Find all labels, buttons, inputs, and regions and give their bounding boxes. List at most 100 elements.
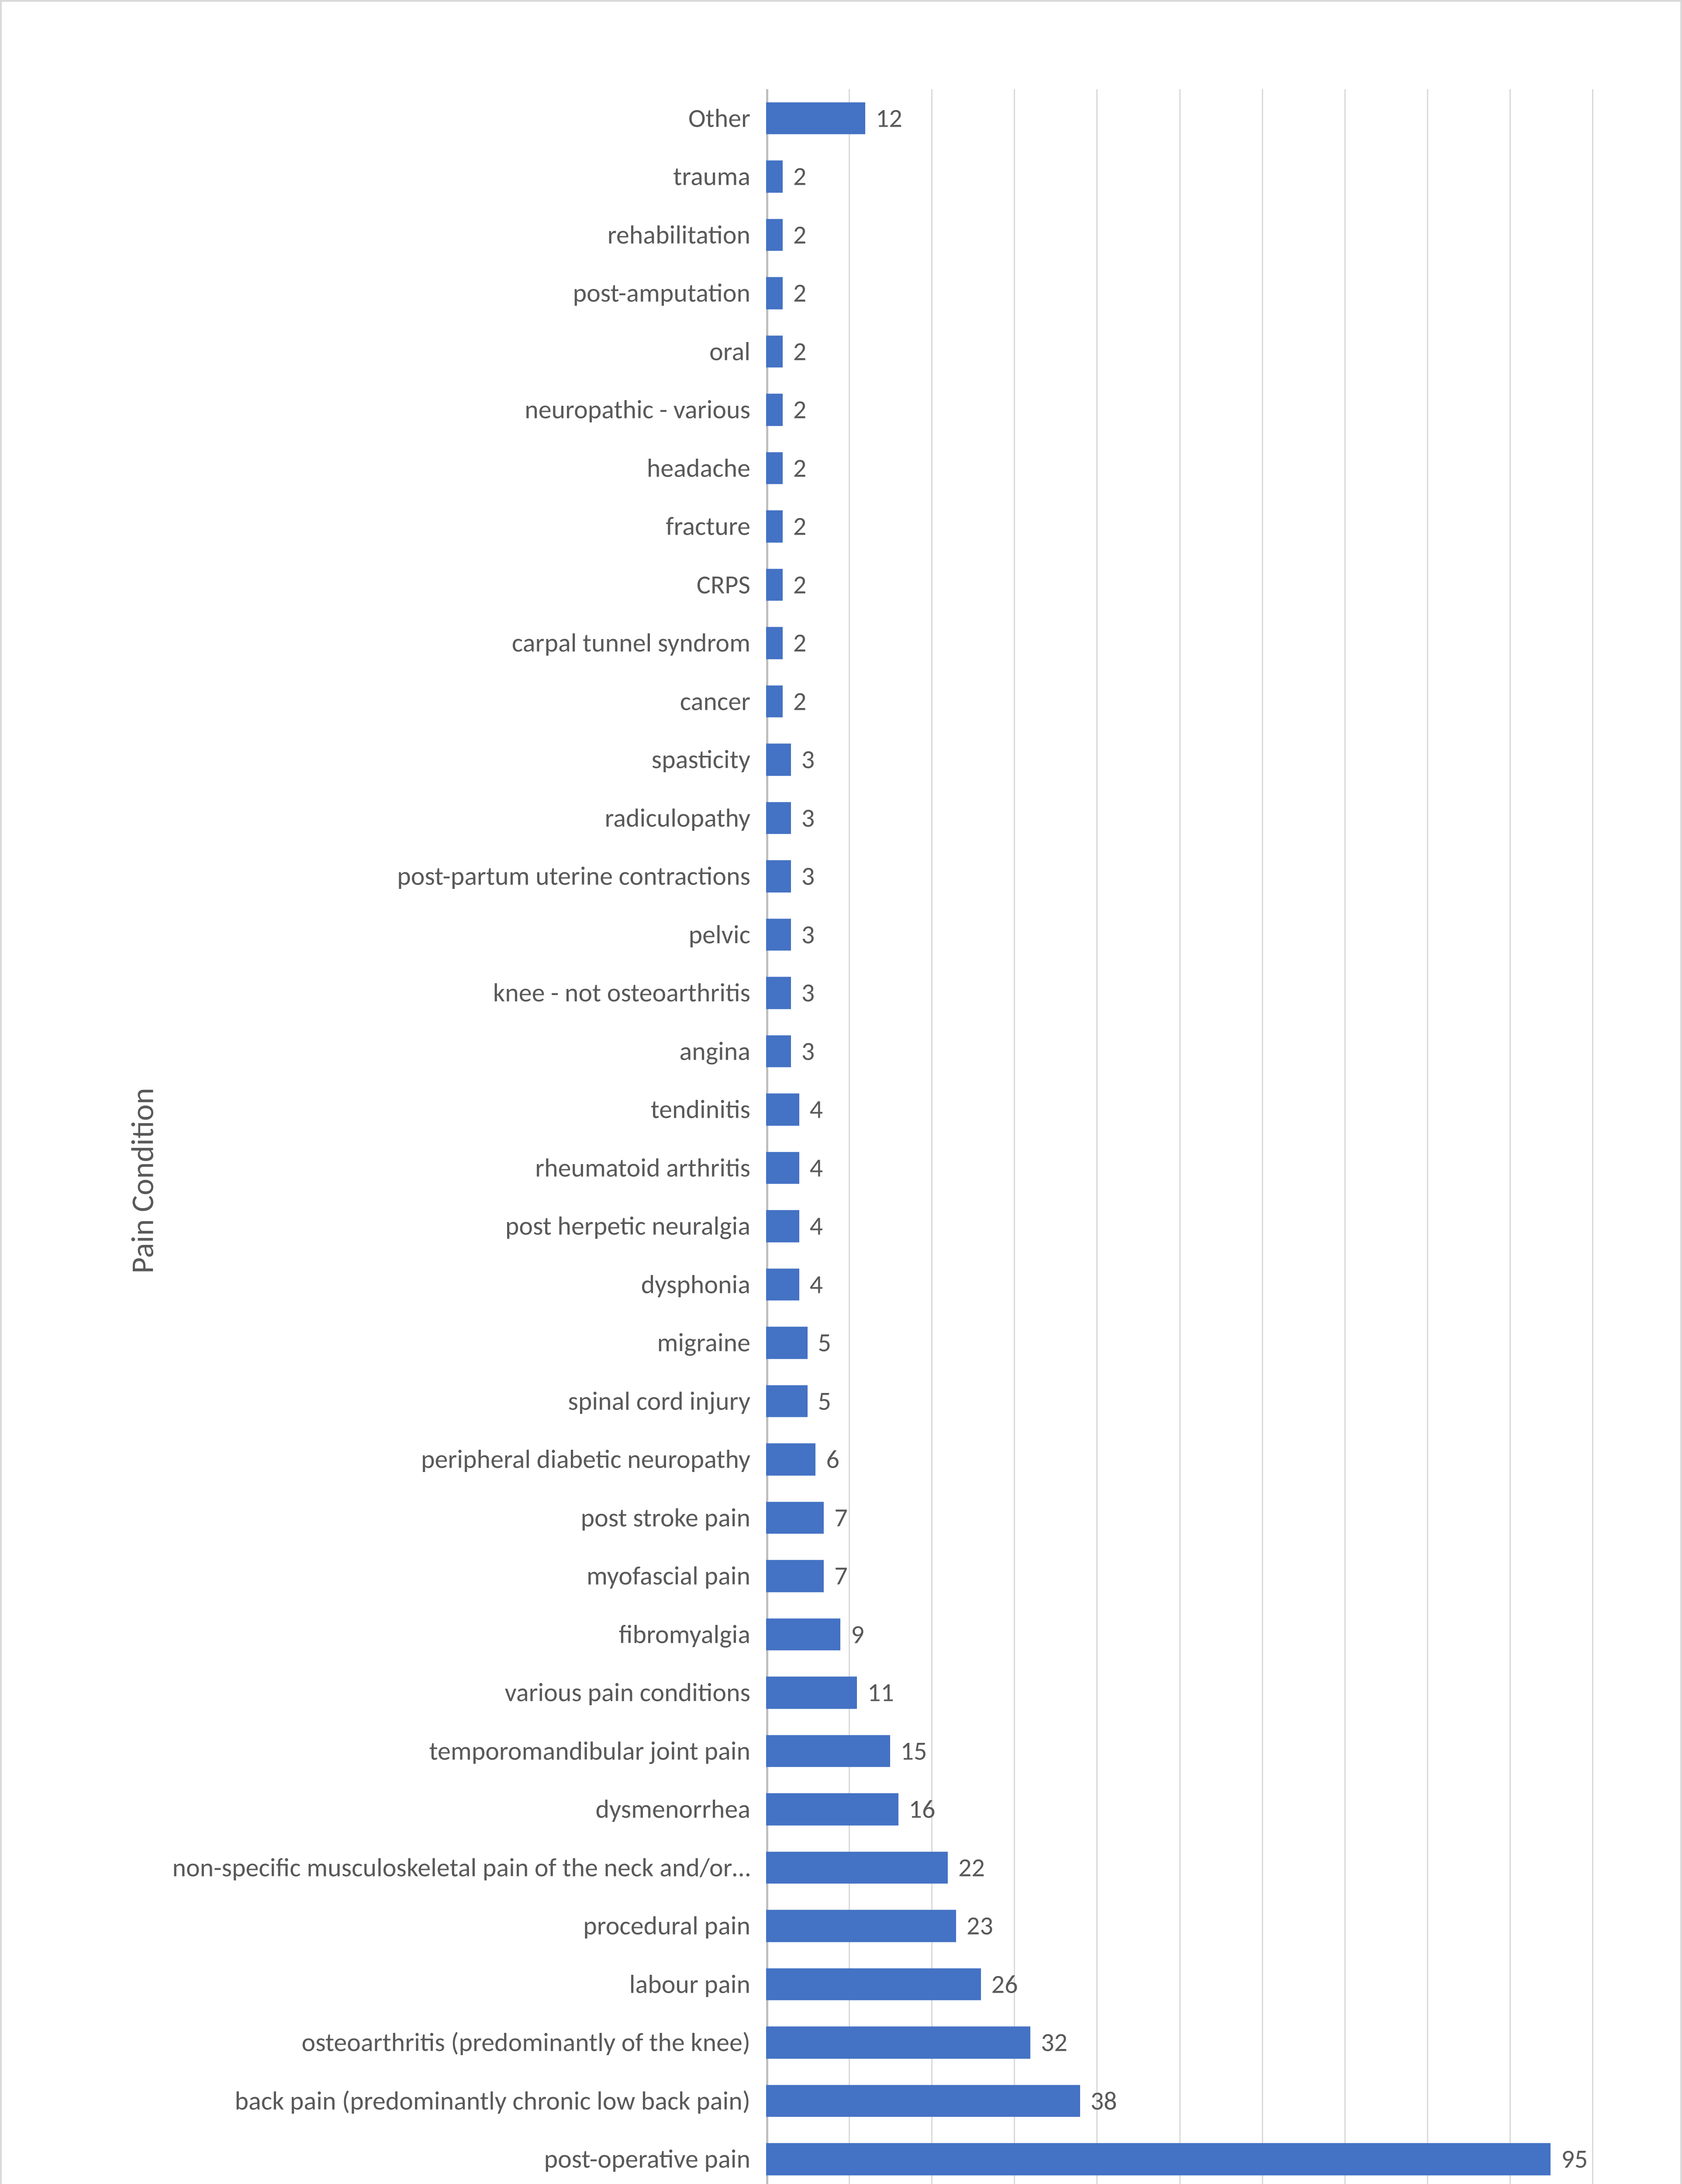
bar bbox=[766, 1560, 824, 1592]
category-label: Other bbox=[688, 102, 750, 134]
bar bbox=[766, 685, 783, 717]
bar-row: 95 bbox=[766, 2130, 1592, 2184]
bar-row: 7 bbox=[766, 1547, 1592, 1606]
category-label: cancer bbox=[680, 685, 750, 717]
bar-value-label: 9 bbox=[851, 1618, 864, 1650]
bar bbox=[766, 1385, 808, 1417]
category-label: post-partum uterine contractions bbox=[397, 860, 750, 892]
bar bbox=[766, 744, 791, 776]
bar-row: 12 bbox=[766, 89, 1592, 148]
bar-row: 3 bbox=[766, 905, 1592, 964]
category-label: osteoarthritis (predominantly of the kne… bbox=[302, 2027, 750, 2059]
category-label: temporomandibular joint pain bbox=[429, 1735, 750, 1767]
category-label: peripheral diabetic neuropathy bbox=[421, 1444, 750, 1476]
bar-value-label: 5 bbox=[818, 1327, 831, 1359]
category-label: spasticity bbox=[652, 744, 750, 776]
bar-row: 2 bbox=[766, 672, 1592, 731]
bar-row: 6 bbox=[766, 1431, 1592, 1489]
bar-row: 3 bbox=[766, 789, 1592, 847]
bar bbox=[766, 277, 783, 309]
bar bbox=[766, 102, 865, 134]
bar bbox=[766, 1327, 808, 1359]
category-label: rehabilitation bbox=[608, 219, 750, 251]
bar-value-label: 3 bbox=[801, 860, 815, 892]
bar-value-label: 2 bbox=[793, 511, 806, 543]
bar-row: 5 bbox=[766, 1372, 1592, 1431]
bar-row: 2 bbox=[766, 556, 1592, 614]
bar-value-label: 2 bbox=[793, 277, 806, 309]
bar bbox=[766, 627, 783, 659]
category-label: carpal tunnel syndrom bbox=[512, 627, 750, 659]
category-label: post-operative pain bbox=[544, 2143, 750, 2175]
chart-container: Pain Condition Number of Study Samples 1… bbox=[0, 0, 1682, 2184]
bar bbox=[766, 1735, 890, 1767]
bar-value-label: 7 bbox=[834, 1560, 847, 1592]
bar bbox=[766, 860, 791, 892]
category-label: migraine bbox=[657, 1327, 750, 1359]
bar-row: 4 bbox=[766, 1081, 1592, 1139]
bar-value-label: 2 bbox=[793, 394, 806, 426]
category-label: fibromyalgia bbox=[619, 1618, 750, 1650]
bar bbox=[766, 919, 791, 950]
bar-row: 4 bbox=[766, 1197, 1592, 1256]
bar bbox=[766, 2027, 1030, 2059]
bar-value-label: 2 bbox=[793, 335, 806, 367]
bar-value-label: 15 bbox=[901, 1735, 927, 1767]
bar bbox=[766, 1618, 840, 1650]
bar-value-label: 4 bbox=[810, 1152, 823, 1184]
category-label: trauma bbox=[673, 161, 750, 193]
bar bbox=[766, 569, 783, 601]
category-label: various pain conditions bbox=[505, 1677, 750, 1709]
bar bbox=[766, 394, 783, 426]
bar-value-label: 4 bbox=[810, 1210, 823, 1242]
bar-value-label: 4 bbox=[810, 1094, 823, 1126]
category-label: headache bbox=[647, 452, 750, 484]
bar-row: 38 bbox=[766, 2072, 1592, 2130]
category-label: myofascial pain bbox=[587, 1560, 750, 1592]
category-label: labour pain bbox=[629, 1968, 750, 2000]
gridline bbox=[1592, 89, 1593, 2184]
bar-value-label: 3 bbox=[801, 802, 815, 834]
category-label: tendinitis bbox=[651, 1094, 750, 1126]
bar-row: 15 bbox=[766, 1722, 1592, 1780]
bar bbox=[766, 161, 783, 193]
bar-value-label: 38 bbox=[1091, 2085, 1117, 2117]
bar-row: 4 bbox=[766, 1255, 1592, 1314]
category-label: back pain (predominantly chronic low bac… bbox=[235, 2085, 750, 2117]
bar-row: 22 bbox=[766, 1838, 1592, 1897]
bar-row: 3 bbox=[766, 964, 1592, 1023]
bar-value-label: 7 bbox=[834, 1502, 847, 1534]
bar-row: 16 bbox=[766, 1780, 1592, 1839]
category-label: oral bbox=[709, 335, 750, 367]
bar bbox=[766, 335, 783, 367]
bar-row: 3 bbox=[766, 847, 1592, 906]
bar bbox=[766, 1094, 799, 1126]
bar-row: 11 bbox=[766, 1664, 1592, 1722]
category-label: neuropathic - various bbox=[525, 394, 750, 426]
bar-value-label: 2 bbox=[793, 219, 806, 251]
bar bbox=[766, 1502, 824, 1534]
bar-row: 2 bbox=[766, 439, 1592, 498]
bar-row: 2 bbox=[766, 614, 1592, 673]
bar-row: 2 bbox=[766, 206, 1592, 264]
bar-row: 26 bbox=[766, 1955, 1592, 2014]
bar bbox=[766, 1852, 948, 1883]
bar-value-label: 22 bbox=[958, 1852, 985, 1883]
category-label: post herpetic neuralgia bbox=[505, 1210, 750, 1242]
bar bbox=[766, 1794, 898, 1825]
category-label: knee - not osteoarthritis bbox=[493, 977, 750, 1009]
bar bbox=[766, 219, 783, 251]
bar-row: 2 bbox=[766, 148, 1592, 206]
bar bbox=[766, 1035, 791, 1067]
category-label: angina bbox=[679, 1035, 750, 1067]
bar-value-label: 2 bbox=[793, 452, 806, 484]
category-label: radiculopathy bbox=[605, 802, 750, 834]
bar-row: 23 bbox=[766, 1897, 1592, 1956]
category-label: dysmenorrhea bbox=[596, 1794, 751, 1825]
category-label: post stroke pain bbox=[581, 1502, 750, 1534]
bar-row: 5 bbox=[766, 1314, 1592, 1372]
bar bbox=[766, 1677, 857, 1709]
chart-frame: Pain Condition Number of Study Samples 1… bbox=[24, 24, 1658, 2184]
bar-value-label: 2 bbox=[793, 161, 806, 193]
bar bbox=[766, 452, 783, 484]
